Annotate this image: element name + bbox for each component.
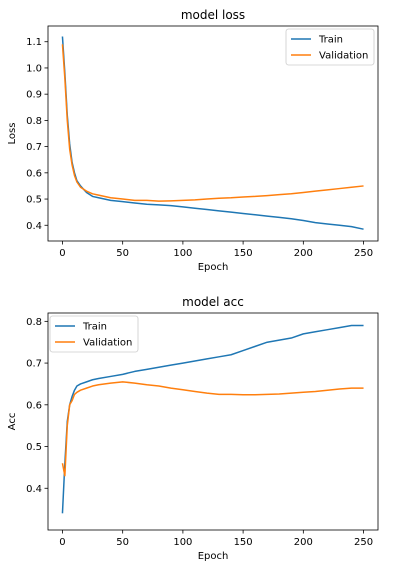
loss-legend-box [285,28,375,66]
loss-xtick-label: 200 [294,248,313,259]
loss-xtick-label: 150 [234,248,253,259]
loss-ytick-label: 0.7 [26,142,42,153]
acc-ytick-label: 0.5 [26,442,42,453]
acc-series-train-line [61,324,364,514]
loss-ytick-label: 0.5 [26,195,42,206]
loss-ytick-label: 0.6 [26,168,42,179]
acc-axes-frame [47,312,379,531]
acc-xlabel: Epoch [198,551,229,562]
loss-legend-train-label: Train [318,35,343,46]
acc-ytick-label: 0.7 [26,359,42,370]
acc-xtick-label: 100 [173,537,192,548]
loss-xtick-label: 250 [354,248,373,259]
acc-xtick-label: 250 [354,537,373,548]
loss-panel: model loss 0 50 100 150 200 250 0.4 0.5 0.6 0.7 0… [7,8,379,273]
loss-ytick-label: 0.8 [26,116,42,127]
loss-xtick-label: 100 [173,248,192,259]
acc-xtick-label: 0 [59,537,65,548]
acc-ytick-label: 0.6 [26,400,42,411]
acc-series-validation-line [61,381,364,477]
loss-legend-validation-label: Validation [319,51,368,62]
loss-title: model loss [181,8,245,22]
acc-xtick-label: 200 [294,537,313,548]
acc-legend-train-label: Train [82,322,107,333]
loss-ytick-label: 1.1 [26,37,42,48]
loss-ytick-label: 1.0 [26,63,42,74]
loss-series-validation-line [61,44,364,202]
loss-ylabel: Loss [7,123,18,145]
acc-legend: Train Validation [49,315,139,353]
acc-xtick-label: 50 [116,537,129,548]
loss-xtick-label: 0 [59,248,65,259]
acc-xtick-label: 150 [234,537,253,548]
acc-legend-validation-label: Validation [83,338,132,349]
loss-legend: Train Validation [285,28,375,66]
loss-xtick-label: 50 [116,248,129,259]
loss-ytick-label: 0.9 [26,90,42,101]
acc-panel: model acc 0 50 100 150 200 250 0.4 0.5 0.6 0.7 0.… [7,295,379,562]
acc-ytick-label: 0.4 [26,484,42,495]
loss-axes-frame [47,25,379,242]
acc-title: model acc [182,295,244,309]
loss-ytick-label: 0.4 [26,221,42,232]
acc-ytick-label: 0.8 [26,317,42,328]
loss-xlabel: Epoch [198,262,229,273]
acc-legend-box [49,315,139,353]
loss-series-train-line [61,36,364,230]
acc-ylabel: Acc [7,413,18,431]
